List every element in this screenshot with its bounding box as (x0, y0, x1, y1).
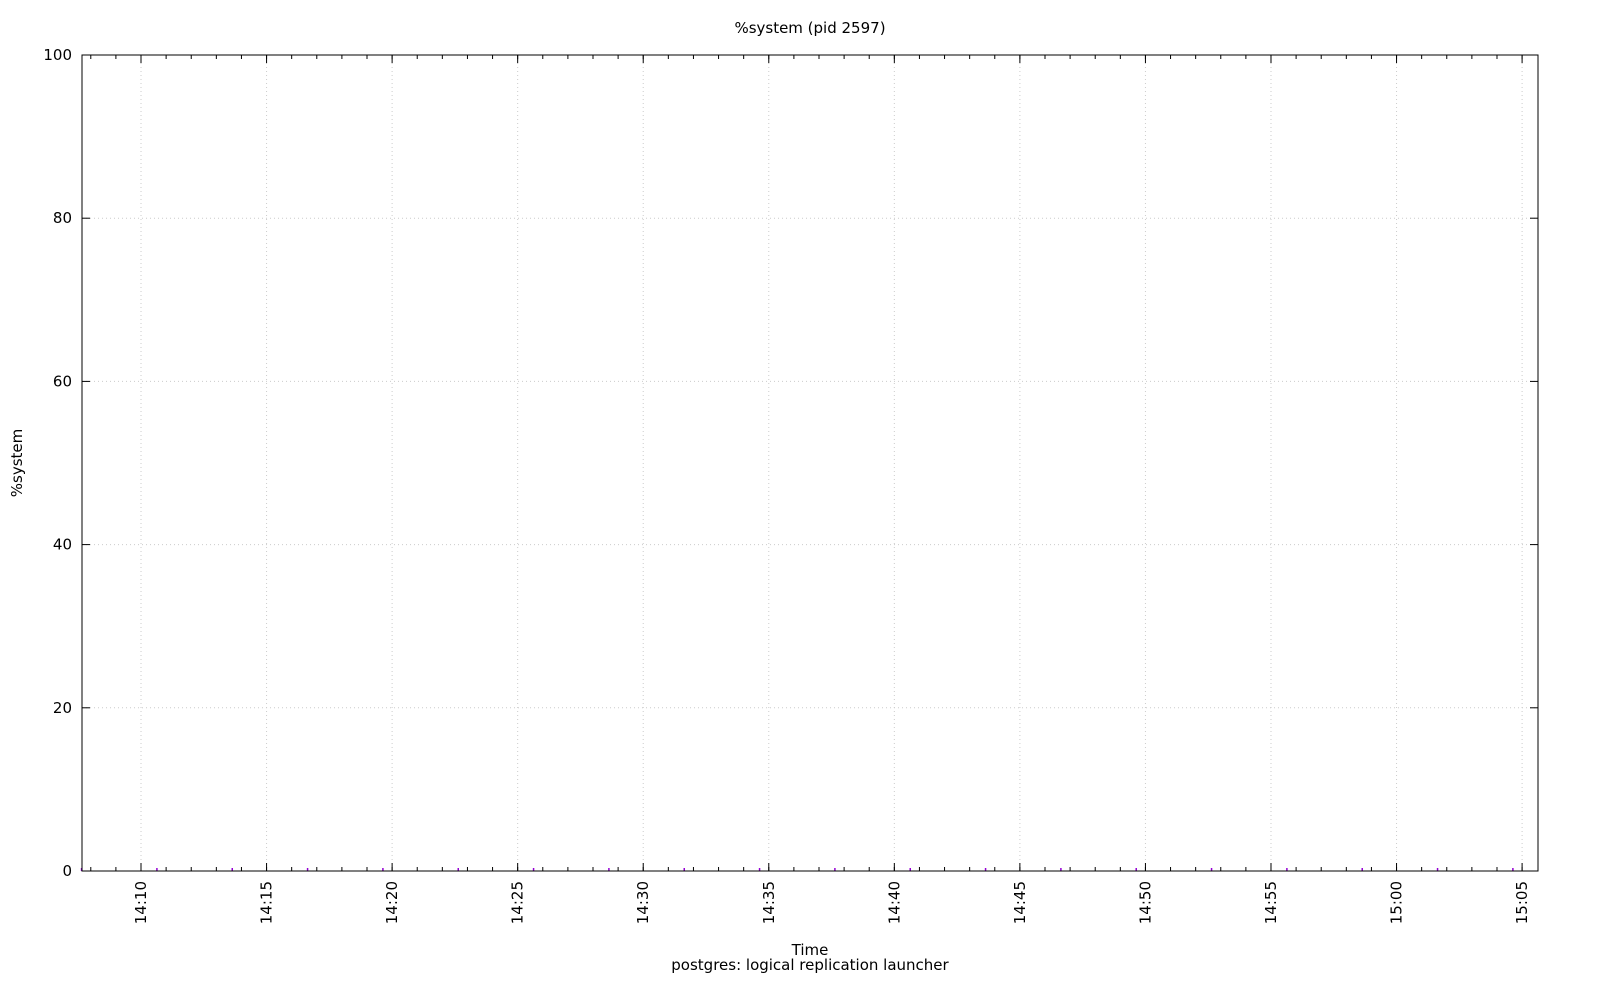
x-tick-label: 14:40 (885, 881, 903, 924)
plot-border (81, 54, 1539, 872)
x-tick-label: 15:00 (1388, 881, 1406, 924)
x-tick-label: 15:05 (1513, 881, 1531, 924)
y-tick-label: 60 (53, 372, 72, 390)
grid (82, 55, 1538, 871)
x-tick-label: 14:50 (1136, 881, 1154, 924)
chart-subtitle: postgres: logical replication launcher (671, 956, 949, 974)
y-tick-label: 0 (62, 862, 72, 880)
x-tick-label: 14:35 (760, 881, 778, 924)
y-tick-label: 80 (53, 209, 72, 227)
x-tick-label: 14:15 (258, 881, 276, 924)
x-tick-label: 14:30 (634, 881, 652, 924)
y-tick-label: 100 (43, 46, 72, 64)
x-tick-label: 14:25 (509, 881, 527, 924)
x-tick-label: 14:55 (1262, 881, 1280, 924)
x-tick-labels: 14:10 14:15 14:20 14:25 14:30 14:35 14:40 14:45… (132, 881, 1531, 924)
x-tick-label: 14:20 (383, 881, 401, 924)
y-tick-label: 20 (53, 699, 72, 717)
x-tick-label: 14:45 (1011, 881, 1029, 924)
y-axis-label: %system (8, 429, 26, 497)
y-tick-labels: 0 20 40 60 80 100 (43, 46, 72, 880)
x-axis-label: Time (791, 941, 829, 959)
ticks (82, 54, 1538, 872)
chart-title: %system (pid 2597) (734, 19, 885, 37)
x-tick-label: 14:10 (132, 881, 150, 924)
y-tick-label: 40 (53, 536, 72, 554)
